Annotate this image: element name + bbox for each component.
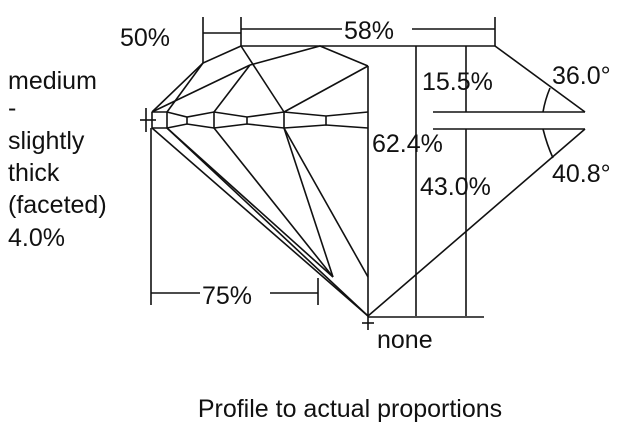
- girdle-label: medium - slightly thick (faceted) 4.0%: [8, 67, 107, 252]
- total-depth-label: 62.4%: [372, 130, 443, 158]
- diagram-caption: Profile to actual proportions: [198, 395, 502, 423]
- crown-height-label: 15.5%: [422, 68, 493, 96]
- star-length-label: 50%: [120, 24, 170, 52]
- girdle-label-line: medium: [8, 67, 97, 95]
- pavilion-angle-label: 40.8°: [552, 160, 611, 188]
- pavilion-depth-label: 43.0%: [420, 173, 491, 201]
- girdle-label-line: 4.0%: [8, 224, 65, 252]
- dimension-lines: [140, 17, 496, 330]
- girdle-label-line: (faceted): [8, 191, 107, 219]
- girdle-label-line: -: [8, 94, 16, 122]
- lower-half-label: 75%: [202, 282, 252, 310]
- culet-label: none: [377, 326, 433, 354]
- diamond-outline: [151, 45, 586, 317]
- crown-angle-label: 36.0°: [552, 62, 611, 90]
- girdle-label-line: slightly: [8, 127, 85, 155]
- table-label: 58%: [344, 17, 394, 45]
- girdle-label-line: thick: [8, 159, 60, 187]
